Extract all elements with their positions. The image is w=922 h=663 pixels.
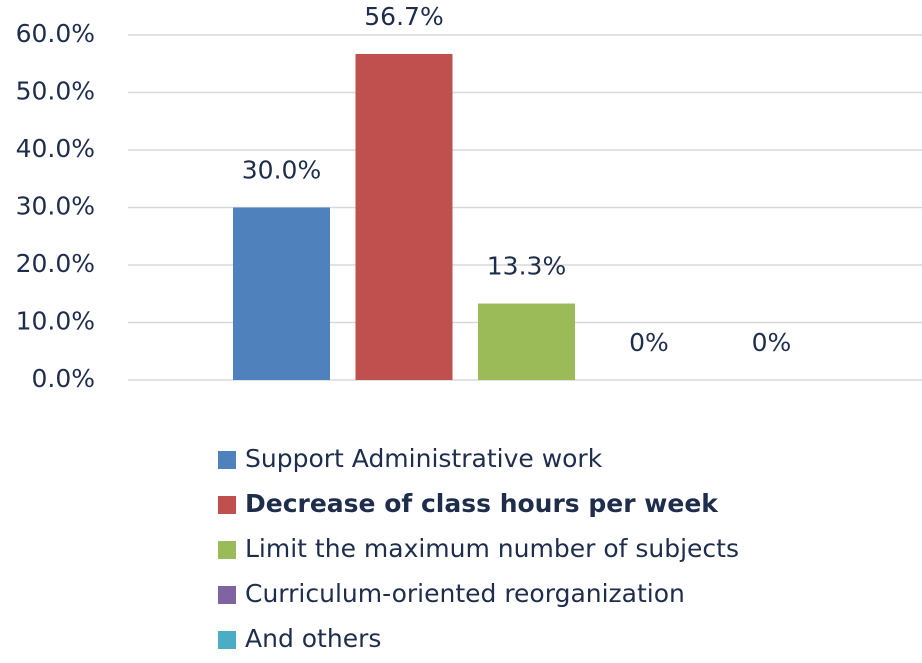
legend-swatch xyxy=(218,631,236,649)
legend-label: Support Administrative work xyxy=(245,444,603,473)
legend-swatch xyxy=(218,496,236,514)
legend-label: Curriculum-oriented reorganization xyxy=(245,579,685,608)
data-label: 0% xyxy=(752,328,792,357)
y-tick-label: 0.0% xyxy=(31,364,95,393)
y-tick-label: 20.0% xyxy=(16,249,95,278)
legend-label: Limit the maximum number of subjects xyxy=(245,534,739,563)
data-label: 30.0% xyxy=(242,156,321,185)
y-tick-label: 50.0% xyxy=(16,77,95,106)
data-label: 0% xyxy=(629,328,669,357)
legend-label: And others xyxy=(245,624,381,653)
legend-label: Decrease of class hours per week xyxy=(245,489,719,518)
bar xyxy=(478,303,575,380)
bar xyxy=(355,53,453,380)
bar xyxy=(233,207,330,380)
y-tick-label: 40.0% xyxy=(16,134,95,163)
legend-swatch xyxy=(218,451,236,469)
legend-swatch xyxy=(218,541,236,559)
y-tick-label: 10.0% xyxy=(16,307,95,336)
y-tick-label: 60.0% xyxy=(16,19,95,48)
legend-swatch xyxy=(218,586,236,604)
data-label: 56.7% xyxy=(364,2,443,31)
y-tick-label: 30.0% xyxy=(16,192,95,221)
data-label: 13.3% xyxy=(487,252,566,281)
